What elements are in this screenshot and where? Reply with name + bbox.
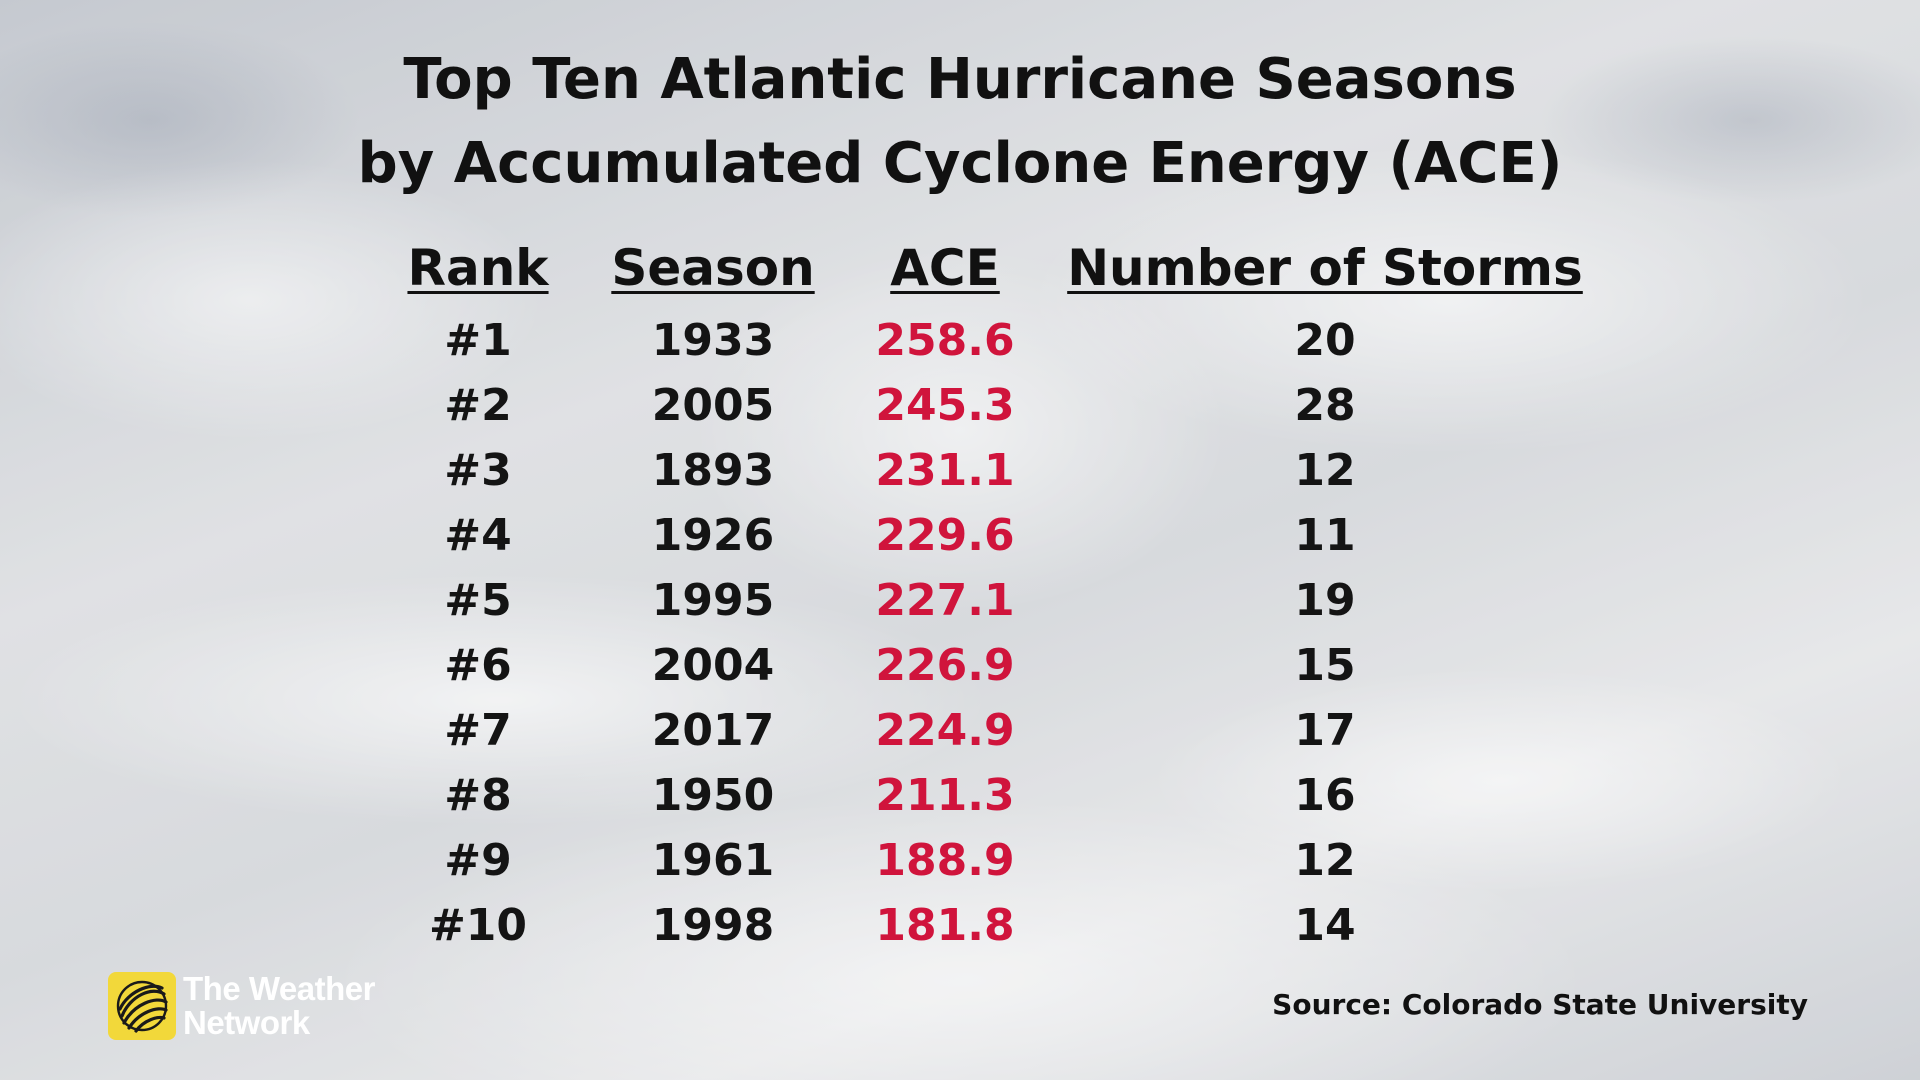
storms-cell: 19 — [1294, 575, 1356, 626]
table-header-row: Rank Season ACE Number of Storms — [0, 228, 1920, 308]
table-row: #6 2004 226.9 15 — [0, 633, 1920, 698]
storms-cell: 12 — [1294, 445, 1356, 496]
table-row: #5 1995 227.1 19 — [0, 568, 1920, 633]
storms-cell: 20 — [1294, 315, 1356, 366]
ace-cell: 258.6 — [875, 315, 1015, 366]
ace-table: Rank Season ACE Number of Storms #1 1933… — [0, 228, 1920, 958]
header-rank: Rank — [407, 239, 549, 297]
season-cell: 1961 — [651, 835, 775, 886]
season-cell: 1926 — [651, 510, 775, 561]
table-row: #7 2017 224.9 17 — [0, 698, 1920, 763]
season-cell: 1995 — [651, 575, 775, 626]
ace-cell: 245.3 — [875, 380, 1015, 431]
ace-cell: 181.8 — [875, 900, 1015, 951]
header-ace: ACE — [890, 239, 1000, 297]
storms-cell: 14 — [1294, 900, 1356, 951]
rank-cell: #7 — [444, 705, 512, 756]
rank-cell: #10 — [428, 900, 528, 951]
season-cell: 1998 — [651, 900, 775, 951]
storms-cell: 16 — [1294, 770, 1356, 821]
season-cell: 1893 — [651, 445, 775, 496]
title-line-2: by Accumulated Cyclone Energy (ACE) — [357, 131, 1563, 196]
page-title: Top Ten Atlantic Hurricane Seasons by Ac… — [0, 38, 1920, 206]
title-line-1: Top Ten Atlantic Hurricane Seasons — [403, 47, 1517, 112]
rank-cell: #3 — [444, 445, 512, 496]
logo-line-1: The Weather — [183, 970, 375, 1007]
season-cell: 1933 — [651, 315, 775, 366]
header-season: Season — [611, 239, 815, 297]
season-cell: 2017 — [651, 705, 775, 756]
weather-network-logo: The Weather Network — [108, 972, 408, 1042]
logo-wordmark: The Weather Network — [183, 972, 375, 1040]
season-cell: 2005 — [651, 380, 775, 431]
ace-cell: 226.9 — [875, 640, 1015, 691]
ace-cell: 229.6 — [875, 510, 1015, 561]
table-row: #9 1961 188.9 12 — [0, 828, 1920, 893]
storms-cell: 15 — [1294, 640, 1356, 691]
storms-cell: 17 — [1294, 705, 1356, 756]
table-row: #1 1933 258.6 20 — [0, 308, 1920, 373]
ace-cell: 188.9 — [875, 835, 1015, 886]
header-storms: Number of Storms — [1067, 239, 1583, 297]
ace-cell: 211.3 — [875, 770, 1015, 821]
season-cell: 1950 — [651, 770, 775, 821]
rank-cell: #6 — [444, 640, 512, 691]
ace-cell: 231.1 — [875, 445, 1015, 496]
storms-cell: 11 — [1294, 510, 1356, 561]
rank-cell: #1 — [444, 315, 512, 366]
rank-cell: #4 — [444, 510, 512, 561]
table-row: #2 2005 245.3 28 — [0, 373, 1920, 438]
storms-cell: 12 — [1294, 835, 1356, 886]
storms-cell: 28 — [1294, 380, 1356, 431]
rank-cell: #5 — [444, 575, 512, 626]
season-cell: 2004 — [651, 640, 775, 691]
table-row: #10 1998 181.8 14 — [0, 893, 1920, 958]
logo-line-2: Network — [183, 1004, 310, 1041]
source-note: Source: Colorado State University — [1272, 988, 1808, 1021]
rank-cell: #8 — [444, 770, 512, 821]
globe-icon — [108, 972, 176, 1040]
ace-cell: 227.1 — [875, 575, 1015, 626]
rank-cell: #9 — [444, 835, 512, 886]
table-row: #3 1893 231.1 12 — [0, 438, 1920, 503]
table-row: #8 1950 211.3 16 — [0, 763, 1920, 828]
ace-cell: 224.9 — [875, 705, 1015, 756]
rank-cell: #2 — [444, 380, 512, 431]
table-row: #4 1926 229.6 11 — [0, 503, 1920, 568]
